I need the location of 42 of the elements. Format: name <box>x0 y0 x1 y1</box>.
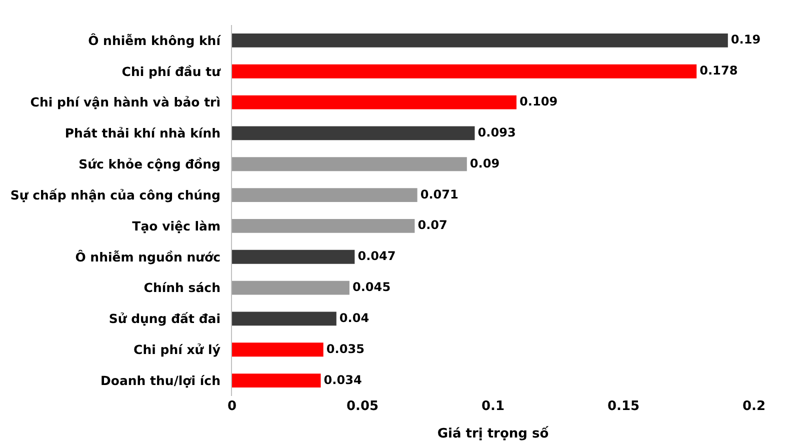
bar <box>232 342 324 357</box>
data-label: 0.093 <box>478 125 516 140</box>
y-tick-label: Sức khỏe cộng đồng <box>78 156 220 172</box>
x-tick-label: 0.1 <box>481 399 505 414</box>
y-tick-label: Chính sách <box>144 280 220 296</box>
data-label: 0.045 <box>352 280 391 294</box>
data-label: 0.07 <box>418 218 448 232</box>
x-tick-label: 0 <box>227 399 237 414</box>
data-label: 0.04 <box>339 310 370 325</box>
y-tick-label: Sự chấp nhận của công chúng <box>10 187 220 202</box>
x-axis-title: Giá trị trọng số <box>437 426 549 442</box>
y-tick-label: Ô nhiễm không khí <box>88 32 222 48</box>
data-label: 0.19 <box>730 32 761 47</box>
bar <box>232 34 728 48</box>
bar <box>232 126 475 140</box>
data-label: 0.109 <box>520 94 558 109</box>
y-tick-label: Phát thải khí nhà kính <box>64 126 220 141</box>
bar <box>232 374 321 388</box>
bar <box>232 188 418 202</box>
y-tick-label: Chi phí đầu tư <box>122 64 222 79</box>
bar <box>232 219 415 233</box>
bar <box>232 280 350 295</box>
y-tick-label: Chi phí xử lý <box>134 342 220 358</box>
y-tick-label: Tạo việc làm <box>132 218 220 234</box>
data-label: 0.071 <box>420 187 458 202</box>
data-label: 0.178 <box>700 64 738 78</box>
bar <box>232 157 467 172</box>
data-label: 0.047 <box>358 249 396 264</box>
bar <box>232 95 516 110</box>
x-tick-label: 0.2 <box>742 399 766 414</box>
y-tick-label: Ô nhiễm nguồn nước <box>75 249 220 264</box>
y-tick-label: Sử dụng đất đai <box>108 311 220 326</box>
bar <box>232 312 336 326</box>
bar <box>232 250 355 264</box>
data-label: 0.035 <box>326 342 364 356</box>
bar <box>232 64 697 78</box>
data-label: 0.034 <box>324 372 362 387</box>
x-tick-label: 0.05 <box>346 399 379 414</box>
data-label: 0.09 <box>470 156 500 170</box>
x-tick-label: 0.15 <box>607 399 640 414</box>
y-tick-label: Chi phí vận hành và bảo trì <box>30 94 220 110</box>
y-tick-label: Doanh thu/lợi ích <box>100 372 220 388</box>
